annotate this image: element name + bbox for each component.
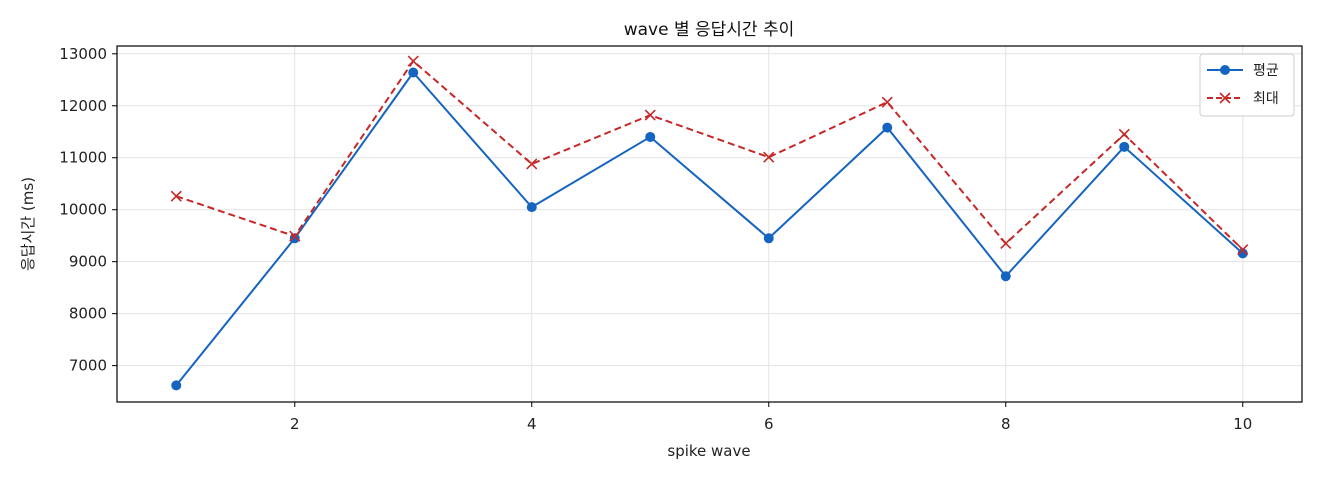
legend-label: 최대 (1253, 91, 1279, 107)
series-2 (170, 55, 1249, 256)
data-point (1118, 128, 1130, 140)
series-layer (170, 55, 1249, 391)
legend-marker (1220, 65, 1230, 75)
chart-title: wave 별 응답시간 추이 (624, 20, 795, 40)
data-point (170, 190, 182, 202)
data-point (407, 55, 419, 67)
legend-label: 평균 (1253, 63, 1279, 79)
data-point (289, 230, 301, 242)
legend-box (1199, 53, 1295, 117)
data-point (1237, 244, 1249, 256)
x-tick-label: 6 (764, 415, 774, 433)
data-point (1237, 248, 1248, 259)
y-tick-label: 10000 (59, 201, 107, 219)
series-1 (171, 67, 1248, 391)
data-point (408, 67, 419, 78)
series-line (175, 71, 1244, 386)
data-point (526, 202, 537, 213)
y-axis: 7000 8000 9000 10000 11000 12000 13000 (59, 45, 117, 375)
x-tick-label: 8 (1001, 415, 1011, 433)
y-tick-label: 13000 (59, 45, 107, 63)
data-point (644, 109, 656, 121)
x-tick-label: 10 (1233, 415, 1252, 433)
data-point (171, 380, 182, 391)
y-tick-label: 9000 (69, 253, 107, 271)
x-tick-label: 4 (527, 415, 537, 433)
grid (117, 46, 1302, 402)
data-point (1119, 141, 1130, 152)
x-axis: 2 4 6 8 10 (290, 402, 1252, 433)
data-point (526, 158, 538, 170)
y-tick-label: 11000 (59, 149, 107, 167)
y-tick-label: 12000 (59, 97, 107, 115)
series-line (175, 60, 1244, 251)
data-point (645, 131, 656, 142)
x-axis-title: spike wave (667, 442, 750, 460)
y-axis-title: 응답시간 (ms) (19, 177, 37, 271)
data-point (763, 233, 774, 244)
data-point (1000, 237, 1012, 250)
legend-marker (1219, 92, 1231, 104)
y-tick-label: 8000 (69, 305, 107, 323)
x-tick-label: 2 (290, 415, 300, 433)
data-point (1000, 271, 1011, 282)
data-point (763, 151, 775, 163)
plot-area-frame (116, 45, 1303, 403)
y-tick-label: 7000 (69, 357, 107, 375)
data-point (882, 122, 893, 133)
data-point (881, 96, 893, 108)
